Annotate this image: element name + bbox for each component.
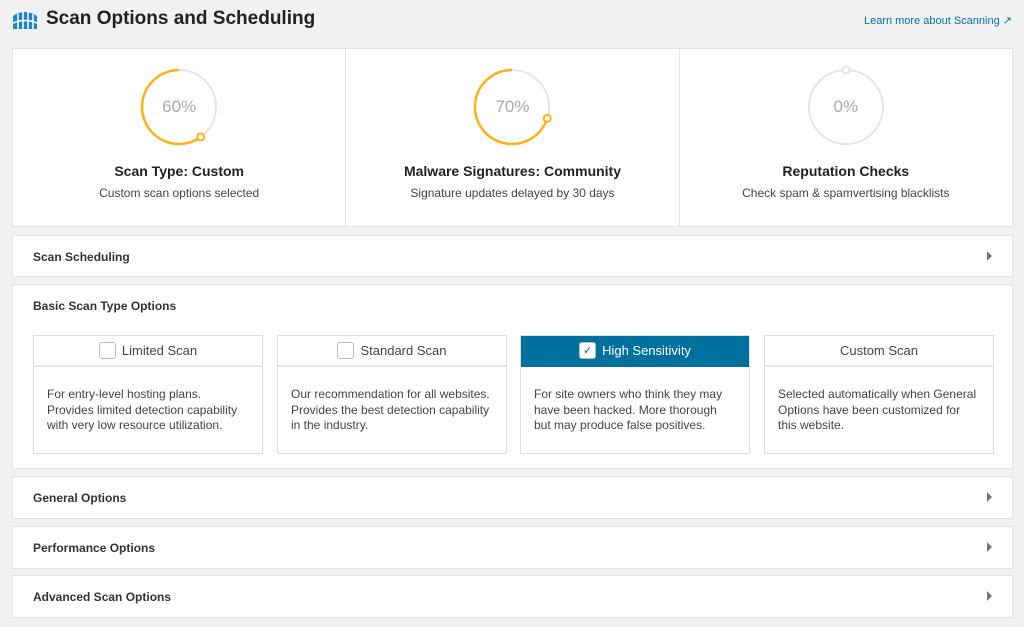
expand-arrow-icon[interactable] (987, 591, 992, 601)
scan-type-description: Our recommendation for all websites. Pro… (291, 387, 490, 432)
scan-type-label: Standard Scan (360, 343, 447, 358)
progress-ring (807, 65, 884, 145)
card-subtitle: Check spam & spamvertising blacklists (742, 186, 950, 200)
scan-type-high-sensitivity[interactable]: ✓ High Sensitivity For site owners who th… (520, 335, 750, 454)
expand-arrow-icon[interactable] (987, 251, 992, 261)
progress-percent: 60% (162, 97, 197, 116)
card-title: Scan Type: Custom (114, 163, 244, 179)
section-basic-scan-type-options: Basic Scan Type Options Limited Scan For… (12, 284, 1013, 469)
section-title: General Options (33, 491, 127, 505)
scan-type-custom[interactable]: Custom Scan Selected automatically when … (764, 335, 994, 454)
checkbox-icon[interactable] (98, 342, 116, 359)
ring-end-dot (196, 132, 206, 142)
progress-percent: 70% (495, 97, 530, 116)
checkbox-icon[interactable] (337, 342, 355, 359)
learn-more-link[interactable]: Learn more about Scanning ↗ (864, 14, 1012, 27)
wordfence-logo-icon (12, 12, 38, 29)
section-title: Scan Scheduling (33, 250, 130, 264)
checkbox-checked-icon[interactable]: ✓ (579, 342, 597, 359)
summary-card-malware-signatures: 70% Malware Signatures: Community Signat… (346, 49, 680, 226)
progress-percent: 0% (833, 97, 859, 116)
ring-progress-arc (474, 68, 549, 146)
card-subtitle: Signature updates delayed by 30 days (410, 186, 615, 200)
section-title: Advanced Scan Options (33, 590, 172, 604)
page-header: Scan Options and Scheduling (12, 8, 315, 30)
section-general-options[interactable]: General Options (12, 476, 1013, 519)
section-scan-scheduling[interactable]: Scan Scheduling (12, 235, 1013, 277)
ring-end-dot (841, 65, 851, 75)
ring-end-dot (543, 113, 553, 123)
expand-arrow-icon[interactable] (987, 542, 992, 552)
section-title: Performance Options (33, 541, 156, 555)
section-advanced-scan-options[interactable]: Advanced Scan Options (12, 575, 1013, 618)
card-subtitle: Custom scan options selected (99, 186, 260, 200)
scan-type-description: For site owners who think they may have … (534, 387, 723, 432)
learn-more-text: Learn more about Scanning (863, 15, 1000, 27)
scan-type-limited[interactable]: Limited Scan For entry-level hosting pla… (33, 335, 263, 454)
expand-arrow-icon[interactable] (987, 492, 992, 502)
scan-type-description: For entry-level hosting plans. Provides … (47, 387, 238, 432)
summary-card-reputation-checks: 0% Reputation Checks Check spam & spamve… (680, 49, 1012, 226)
page-title: Scan Options and Scheduling (46, 8, 316, 29)
scan-type-description: Selected automatically when General Opti… (778, 387, 977, 432)
progress-ring (140, 68, 218, 146)
section-performance-options[interactable]: Performance Options (12, 526, 1013, 569)
card-title: Reputation Checks (782, 163, 910, 179)
ring-progress-arc (140, 68, 202, 146)
external-link-icon: ↗ (1002, 15, 1012, 27)
card-title: Malware Signatures: Community (403, 163, 622, 179)
progress-ring (474, 68, 553, 146)
summary-card-scan-type: 60% Scan Type: Custom Custom scan option… (13, 49, 347, 226)
summary-cards: 60% Scan Type: Custom Custom scan option… (12, 48, 1013, 227)
section-title: Basic Scan Type Options (33, 299, 177, 313)
scan-type-label: High Sensitivity (602, 343, 691, 358)
scan-type-standard[interactable]: Standard Scan Our recommendation for all… (277, 335, 507, 454)
scan-type-label: Custom Scan (839, 343, 919, 358)
scan-type-label: Limited Scan (121, 343, 198, 358)
